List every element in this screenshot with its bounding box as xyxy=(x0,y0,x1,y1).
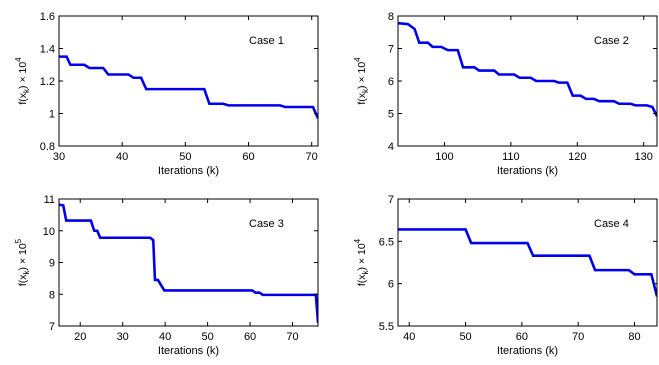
y-tick-label: 8 xyxy=(49,289,55,301)
x-axis-label: Iterations (k) xyxy=(497,165,558,177)
y-tick-label: 0.8 xyxy=(40,141,55,153)
series-line-1-1 xyxy=(59,55,318,119)
x-axis-label: Iterations (k) xyxy=(158,165,219,177)
y-tick-label: 1.2 xyxy=(40,76,55,88)
chart-case-3: 20 30 40 50 60 70 7 8 9 10 11 Iterations (k) f(xk) ×… xyxy=(14,194,319,357)
x-tick-label: 120 xyxy=(568,151,586,163)
x-tick-label: 50 xyxy=(179,151,191,163)
chart-case-1: 30 40 50 60 70 0.8 1 1.2 1.4 1.6 Iterations (k) f(x… xyxy=(14,11,319,177)
y-axis-label: f(xk) × 105 xyxy=(14,238,31,286)
x-tick-label: 130 xyxy=(635,151,653,163)
x-tick-label: 40 xyxy=(159,331,171,343)
series-line-2-1 xyxy=(398,21,657,117)
x-axis-label: Iterations (k) xyxy=(158,345,219,357)
x-tick-label: 20 xyxy=(74,331,86,343)
case-annotation: Case 4 xyxy=(594,218,629,230)
y-axis-label: f(xk) × 104 xyxy=(353,57,370,105)
y-tick-label: 5.5 xyxy=(379,321,394,333)
y-tick-label: 10 xyxy=(43,226,55,238)
y-tick-label: 8 xyxy=(388,11,394,23)
y-tick-label: 4 xyxy=(388,141,394,153)
x-tick-label: 70 xyxy=(572,331,584,343)
chart-case-4: 40 50 60 70 80 5.5 6 6.5 7 Iterations (k) f(xk) × … xyxy=(353,194,658,357)
case-annotation: Case 2 xyxy=(594,35,629,47)
x-tick-label: 110 xyxy=(502,151,520,163)
x-tick-label: 30 xyxy=(53,151,65,163)
x-axis-label: Iterations (k) xyxy=(497,345,558,357)
y-tick-label: 7 xyxy=(388,194,394,206)
x-tick-label: 40 xyxy=(116,151,128,163)
case-annotation: Case 1 xyxy=(249,35,284,47)
x-tick-label: 60 xyxy=(244,331,256,343)
x-tick-label: 30 xyxy=(117,331,129,343)
x-tick-label: 70 xyxy=(306,151,318,163)
series-line-4-1 xyxy=(398,228,657,297)
y-tick-label: 6 xyxy=(388,279,394,291)
x-tick-label: 100 xyxy=(435,151,453,163)
y-axis-label: f(xk) × 104 xyxy=(353,238,370,286)
plot-frame xyxy=(397,198,658,327)
x-tick-label: 80 xyxy=(628,331,640,343)
x-tick-label: 50 xyxy=(459,331,471,343)
y-tick-label: 7 xyxy=(49,321,55,333)
y-tick-label: 11 xyxy=(44,194,55,206)
x-tick-label: 60 xyxy=(242,151,254,163)
y-tick-label: 1 xyxy=(49,109,55,121)
x-tick-label: 60 xyxy=(516,331,528,343)
y-tick-label: 6 xyxy=(388,76,394,88)
y-tick-label: 9 xyxy=(49,258,55,270)
y-tick-label: 5 xyxy=(388,109,394,121)
chart-case-2: 100 110 120 130 4 5 6 7 8 Iterations (k) f(xk) × 1… xyxy=(353,11,658,177)
x-tick-label: 70 xyxy=(286,331,298,343)
y-tick-label: 7 xyxy=(388,44,394,56)
series-line-3-1 xyxy=(59,203,318,323)
y-tick-label: 1.4 xyxy=(40,44,55,56)
y-tick-label: 1.6 xyxy=(40,11,55,23)
x-tick-label: 50 xyxy=(201,331,213,343)
case-annotation: Case 3 xyxy=(249,218,284,230)
x-tick-label: 40 xyxy=(403,331,415,343)
y-axis-label: f(xk) × 104 xyxy=(14,57,31,105)
y-tick-label: 6.5 xyxy=(379,236,394,248)
